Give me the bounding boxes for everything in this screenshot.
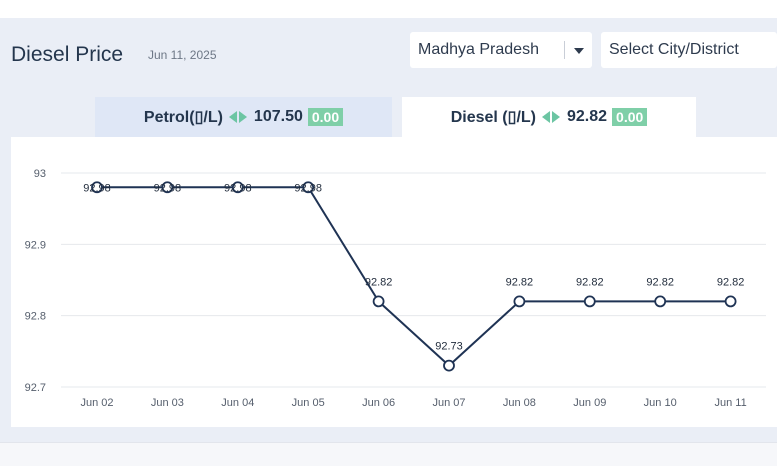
data-label: 92.82 [576, 276, 604, 288]
tab-diesel-label: Diesel (▯/L) [450, 109, 536, 126]
data-point [161, 181, 174, 194]
y-tick-label: 92.9 [25, 239, 46, 251]
x-tick-label: Jun 06 [362, 397, 395, 409]
data-label: 92.98 [83, 182, 111, 194]
y-tick-label: 92.7 [25, 382, 46, 394]
x-tick-label: Jun 02 [80, 397, 113, 409]
city-select[interactable]: Select City/District [601, 32, 777, 68]
tab-petrol-label: Petrol(▯/L) [143, 109, 223, 126]
x-tick-label: Jun 03 [151, 397, 184, 409]
data-label: 92.82 [365, 276, 393, 288]
x-tick-label: Jun 07 [432, 397, 465, 409]
data-label: 92.98 [154, 182, 182, 194]
chart-panel: 92.7 92.8 92.9 93 Jun 02 Jun 03 Jun 04 Jun 05 Ju… [11, 137, 777, 427]
x-tick-label: Jun 11 [714, 397, 746, 409]
data-label: 92.82 [717, 276, 745, 288]
data-label: 92.82 [646, 276, 674, 288]
series-line [97, 186, 731, 367]
data-point [302, 181, 315, 194]
data-point [231, 181, 244, 194]
diesel-price: 92.82 [566, 108, 608, 125]
state-select-value: Madhya Pradesh [418, 41, 539, 58]
left-right-arrows-icon [228, 111, 247, 123]
y-tick-label: 92.8 [25, 311, 46, 323]
data-point [372, 295, 385, 308]
city-select-value: Select City/District [609, 41, 739, 58]
top-strip [0, 0, 777, 18]
data-point [91, 181, 103, 194]
data-label: 92.98 [224, 182, 252, 194]
petrol-price: 107.50 [253, 108, 303, 125]
select-divider [564, 41, 565, 59]
page-title: Diesel Price [11, 43, 124, 66]
data-label: 92.82 [506, 276, 534, 288]
price-date: Jun 11, 2025 [148, 48, 217, 62]
x-tick-label: Jun 08 [503, 397, 536, 409]
data-point [654, 295, 667, 308]
bottom-strip [0, 442, 777, 466]
tab-petrol[interactable]: Petrol(▯/L) 107.50 0.00 [95, 97, 392, 137]
x-tick-label: Jun 04 [221, 397, 254, 409]
data-point [583, 295, 596, 308]
y-tick-label: 93 [34, 168, 46, 180]
petrol-change-badge: 0.00 [307, 108, 344, 126]
x-tick-label: Jun 10 [644, 397, 677, 409]
data-point [443, 359, 455, 372]
left-right-arrows-icon [541, 111, 560, 123]
chevron-down-icon[interactable] [574, 48, 584, 54]
data-point [724, 295, 737, 308]
price-line-chart: 92.7 92.8 92.9 93 Jun 02 Jun 03 Jun 04 Jun 05 Ju… [25, 168, 766, 409]
tab-diesel[interactable]: Diesel (▯/L) 92.82 0.00 [402, 97, 696, 137]
data-point [513, 295, 526, 308]
data-label: 92.73 [435, 341, 463, 353]
diesel-change-badge: 0.00 [612, 108, 648, 126]
state-select[interactable]: Madhya Pradesh [410, 32, 592, 68]
x-tick-label: Jun 09 [573, 397, 606, 409]
data-label: 92.98 [294, 182, 322, 194]
x-tick-label: Jun 05 [292, 397, 325, 409]
